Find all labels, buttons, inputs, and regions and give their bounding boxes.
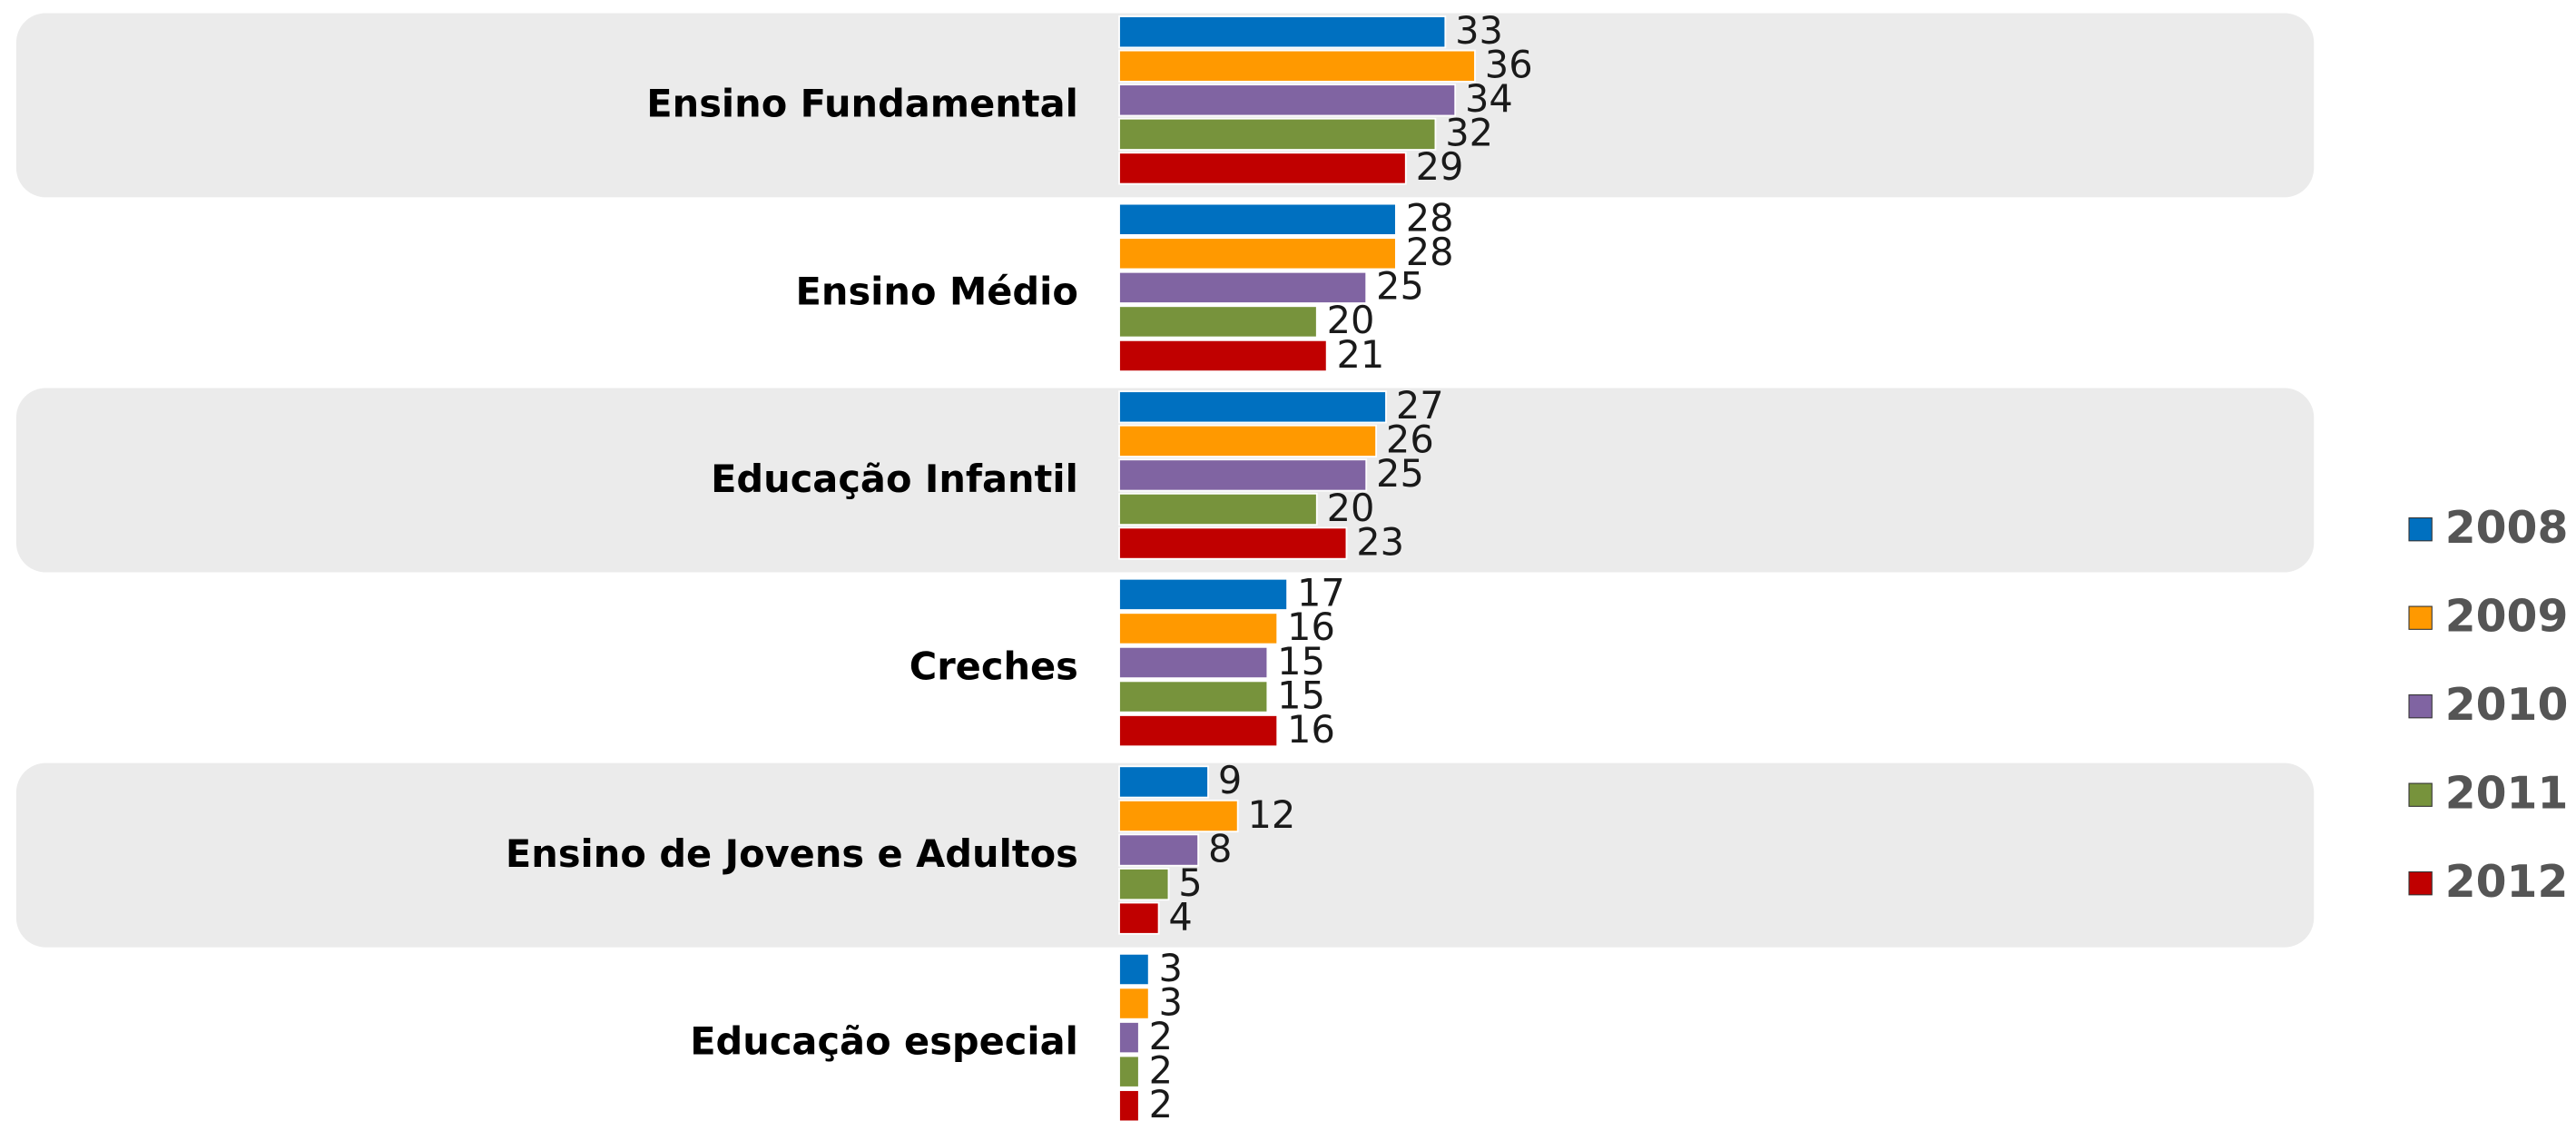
legend-label: 2009	[2445, 591, 2569, 642]
bar	[1118, 237, 1397, 270]
value-label: 15	[1277, 639, 1325, 683]
value-label: 2	[1149, 1014, 1173, 1058]
legend-swatch	[2408, 782, 2433, 807]
bar	[1118, 1021, 1140, 1055]
value-label: 26	[1386, 418, 1434, 462]
bar	[1118, 526, 1348, 560]
legend-label: 2011	[2445, 768, 2569, 819]
legend-swatch	[2408, 694, 2433, 719]
bar	[1118, 84, 1457, 117]
value-label: 25	[1376, 264, 1424, 309]
category-label: Ensino de Jovens e Adultos	[506, 831, 1078, 876]
bar	[1118, 901, 1160, 935]
value-label: 2	[1149, 1047, 1173, 1092]
legend-swatch	[2408, 871, 2433, 896]
bar	[1118, 987, 1150, 1020]
bar	[1118, 424, 1378, 457]
value-label: 28	[1406, 230, 1454, 274]
bar	[1118, 952, 1150, 987]
bar	[1118, 799, 1239, 833]
bar	[1118, 765, 1209, 799]
value-label: 9	[1218, 758, 1242, 802]
category-label: Ensino Médio	[796, 269, 1078, 313]
bar	[1118, 152, 1407, 185]
legend-swatch	[2408, 605, 2433, 630]
bar	[1118, 15, 1447, 49]
legend-label: 2010	[2445, 680, 2569, 731]
value-label: 32	[1445, 111, 1493, 155]
category-label: Creches	[909, 644, 1078, 688]
value-label: 29	[1416, 144, 1464, 189]
bar	[1118, 49, 1476, 83]
value-label: 21	[1336, 332, 1384, 377]
value-label: 3	[1159, 979, 1183, 1024]
bar	[1118, 680, 1269, 713]
value-label: 25	[1376, 451, 1424, 496]
bar	[1118, 577, 1289, 611]
value-label: 20	[1327, 298, 1375, 342]
value-label: 17	[1297, 571, 1345, 615]
value-label: 16	[1287, 605, 1335, 649]
bar	[1118, 305, 1318, 339]
value-label: 12	[1248, 792, 1296, 837]
bar	[1118, 1055, 1140, 1088]
bar	[1118, 390, 1387, 424]
value-label: 34	[1465, 76, 1513, 121]
value-label: 20	[1327, 486, 1375, 530]
bar	[1118, 714, 1279, 748]
legend-swatch	[2408, 517, 2433, 542]
value-label: 16	[1287, 707, 1335, 752]
bar	[1118, 492, 1318, 526]
bar	[1118, 117, 1437, 151]
bar	[1118, 1089, 1140, 1121]
value-label: 28	[1406, 196, 1454, 241]
value-label: 36	[1485, 43, 1533, 87]
bar	[1118, 612, 1279, 645]
category-label: Ensino Fundamental	[646, 82, 1078, 126]
value-label: 4	[1168, 894, 1192, 939]
value-label: 33	[1455, 8, 1503, 53]
bar	[1118, 270, 1368, 304]
category-label: Educação especial	[690, 1018, 1078, 1063]
value-label: 2	[1149, 1082, 1173, 1121]
bar	[1118, 458, 1368, 492]
legend-label: 2008	[2445, 503, 2569, 554]
bar	[1118, 202, 1397, 236]
value-label: 5	[1178, 860, 1202, 905]
category-label: Educação Infantil	[711, 457, 1078, 501]
legend-label: 2012	[2445, 857, 2569, 908]
bar	[1118, 868, 1170, 901]
bar	[1118, 645, 1269, 680]
value-label: 23	[1356, 519, 1404, 564]
bar	[1118, 833, 1200, 867]
value-label: 8	[1208, 826, 1232, 870]
value-label: 15	[1277, 673, 1325, 717]
value-label: 3	[1159, 946, 1183, 990]
value-label: 27	[1396, 383, 1444, 428]
bar	[1118, 339, 1328, 373]
